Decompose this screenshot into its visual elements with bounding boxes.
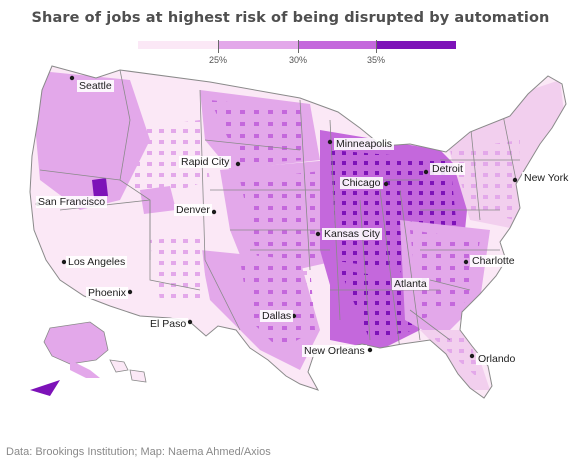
- city-label-kansas-city: Kansas City: [322, 228, 383, 240]
- city-label-orlando: Orlando: [476, 353, 518, 365]
- detroit-dot: [423, 169, 429, 175]
- source-credit: Data: Brookings Institution; Map: Naema …: [6, 446, 271, 458]
- orlando-dot: [469, 353, 475, 359]
- state-borders: [39, 69, 521, 351]
- legend-label-35: 35%: [366, 55, 386, 65]
- kansas-city-dot: [315, 231, 321, 237]
- city-label-san-francisco: San Francisco: [36, 196, 108, 208]
- city-label-los-angeles: Los Angeles: [66, 256, 128, 268]
- city-label-charlotte: Charlotte: [470, 255, 517, 267]
- legend-label-30: 30%: [288, 55, 308, 65]
- legend-band-top: [376, 41, 456, 49]
- phoenix-dot: [127, 289, 133, 295]
- legend-band-low: [138, 41, 218, 49]
- legend-label-25: 25%: [208, 55, 228, 65]
- new-york-dot: [512, 177, 518, 183]
- city-label-new-york: New York: [522, 172, 571, 184]
- legend-tick-35: [376, 40, 377, 53]
- city-label-phoenix: Phoenix: [86, 287, 128, 299]
- us-county-map: [29, 65, 567, 399]
- minneapolis-dot: [327, 139, 333, 145]
- city-label-atlanta: Atlanta: [392, 278, 429, 290]
- city-label-seattle: Seattle: [77, 80, 114, 92]
- city-label-minneapolis: Minneapolis: [334, 138, 395, 150]
- legend-band-high: [298, 41, 376, 49]
- charlotte-dot: [463, 259, 469, 265]
- new-orleans-dot: [367, 347, 373, 353]
- city-label-detroit: Detroit: [430, 163, 465, 175]
- legend-tick-25: [218, 40, 219, 53]
- color-legend: 25% 30% 35%: [138, 40, 458, 65]
- los-angeles-dot: [61, 259, 67, 265]
- chicago-dot: [383, 181, 389, 187]
- map-title: Share of jobs at highest risk of being d…: [31, 10, 550, 26]
- seattle-dot: [69, 75, 75, 81]
- denver-dot: [211, 209, 217, 215]
- legend-band-mid: [218, 41, 298, 49]
- rapid-city-dot: [235, 161, 241, 167]
- el-paso-dot: [187, 319, 193, 325]
- legend-tick-30: [298, 40, 299, 53]
- city-label-el-paso: El Paso: [148, 318, 189, 330]
- hawaii-inset: [109, 359, 147, 383]
- city-label-chicago: Chicago: [340, 177, 383, 189]
- city-label-denver: Denver: [174, 204, 212, 216]
- alaska-inset: [30, 321, 109, 396]
- city-label-new-orleans: New Orleans: [302, 345, 367, 357]
- city-label-dallas: Dallas: [260, 310, 294, 322]
- city-label-rapid-city: Rapid City: [179, 156, 232, 168]
